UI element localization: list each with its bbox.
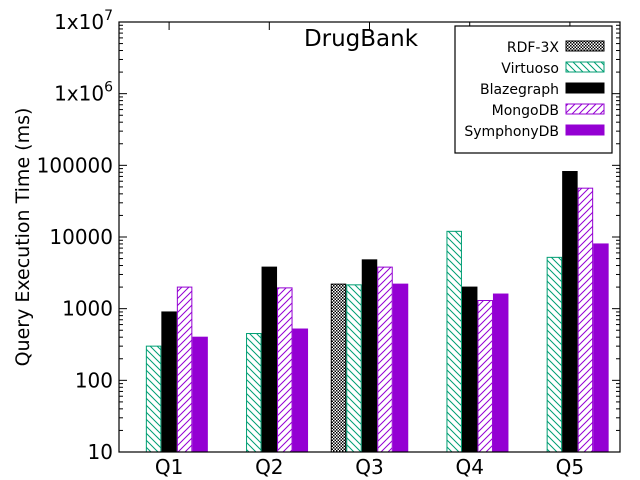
- bar: [392, 283, 409, 453]
- legend-swatch: [565, 82, 605, 94]
- bar: [145, 345, 162, 453]
- chart-title: DrugBank: [304, 26, 419, 52]
- legend-label: MongoDB: [492, 103, 559, 119]
- bar: [361, 259, 378, 453]
- bar: [161, 311, 177, 453]
- x-tick-label: Q4: [455, 455, 483, 479]
- legend-label: Blazegraph: [480, 82, 559, 98]
- bar: [292, 328, 309, 453]
- legend: RDF-3X Virtuoso Blazegraph MongoDB SymphonyD…: [454, 25, 613, 154]
- bar: [277, 287, 293, 453]
- y-tick-label: 10: [88, 440, 113, 464]
- bar: [346, 284, 362, 453]
- bar: [546, 256, 563, 453]
- y-axis-label: Query Execution Time (ms): [12, 108, 34, 367]
- bar: [246, 333, 262, 453]
- bar: [192, 336, 208, 453]
- legend-swatch: [565, 124, 605, 136]
- bar: [492, 293, 509, 453]
- bar: [261, 266, 278, 453]
- bars: [145, 171, 609, 453]
- y-tick-label: 1x106: [54, 80, 113, 106]
- legend-label: SymphonyDB: [464, 124, 559, 140]
- bar: [577, 187, 594, 453]
- bar: [446, 230, 462, 453]
- bar: [593, 243, 609, 453]
- y-tick-label: 100000: [37, 153, 113, 177]
- bar: [477, 300, 493, 453]
- legend-label: RDF-3X: [507, 40, 560, 56]
- bar: [377, 266, 393, 453]
- x-tick-label: Q3: [355, 455, 383, 479]
- legend-label: Virtuoso: [501, 61, 559, 77]
- y-tick-label: 10000: [49, 225, 113, 249]
- x-tick-label: Q2: [255, 455, 283, 479]
- axis-ticks: 10 100 1000 10000 100000 1x106 1x107 Q1 Q2 Q3 Q4 Q5: [37, 8, 620, 479]
- y-tick-label: 1x107: [54, 8, 113, 34]
- bar: [461, 286, 478, 453]
- legend-swatch: [565, 103, 605, 115]
- bar: [562, 171, 578, 453]
- bar: [176, 286, 193, 453]
- legend-swatch: [565, 61, 605, 73]
- bar: [330, 283, 347, 453]
- x-tick-label: Q1: [155, 455, 183, 479]
- x-tick-label: Q5: [556, 455, 584, 479]
- legend-swatch: [565, 40, 605, 52]
- y-tick-label: 100: [75, 368, 113, 392]
- y-tick-label: 1000: [62, 297, 113, 321]
